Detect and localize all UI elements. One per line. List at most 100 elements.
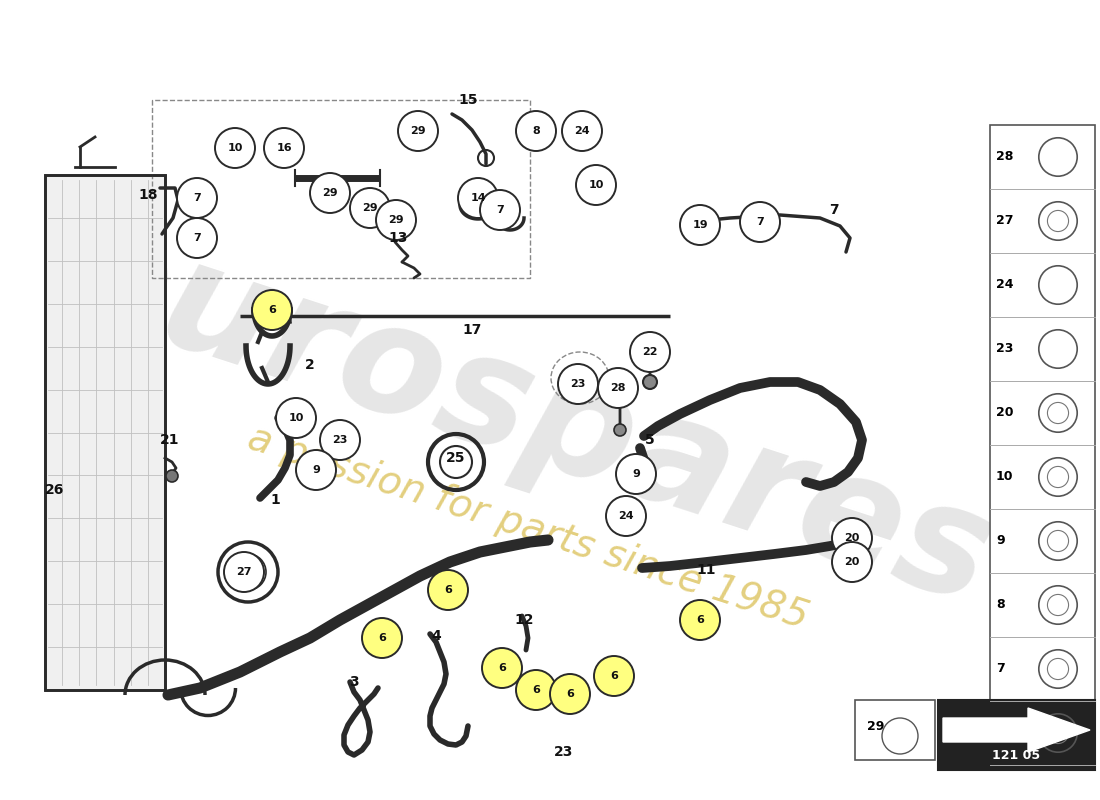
- Circle shape: [458, 178, 498, 218]
- Circle shape: [264, 128, 304, 168]
- Text: 6: 6: [996, 726, 1004, 739]
- Text: 10: 10: [588, 180, 604, 190]
- Circle shape: [598, 368, 638, 408]
- Circle shape: [482, 648, 522, 688]
- Text: 8: 8: [532, 126, 540, 136]
- Circle shape: [616, 454, 656, 494]
- Bar: [855, 700, 935, 760]
- Text: 24: 24: [996, 278, 1013, 291]
- Bar: [45, 175, 165, 690]
- Text: 28: 28: [610, 383, 626, 393]
- Text: 9: 9: [312, 465, 320, 475]
- Text: 20: 20: [845, 533, 860, 543]
- Circle shape: [362, 618, 402, 658]
- Text: 6: 6: [566, 689, 574, 699]
- Circle shape: [166, 470, 178, 482]
- Circle shape: [428, 570, 468, 610]
- Circle shape: [310, 173, 350, 213]
- Text: 29: 29: [388, 215, 404, 225]
- Circle shape: [576, 165, 616, 205]
- Bar: [938, 700, 1094, 770]
- Text: 15: 15: [459, 93, 477, 107]
- Circle shape: [644, 375, 657, 389]
- Text: 9: 9: [996, 534, 1004, 547]
- Text: 29: 29: [322, 188, 338, 198]
- Circle shape: [276, 398, 316, 438]
- Text: 6: 6: [610, 671, 618, 681]
- Bar: [45, 175, 165, 690]
- Text: 28: 28: [996, 150, 1013, 163]
- Text: 14: 14: [470, 193, 486, 203]
- Circle shape: [558, 364, 598, 404]
- Text: 6: 6: [444, 585, 452, 595]
- Circle shape: [680, 600, 720, 640]
- Text: eurospares: eurospares: [45, 196, 1011, 636]
- Text: 11: 11: [696, 563, 716, 577]
- Text: 7: 7: [194, 193, 201, 203]
- Circle shape: [832, 542, 872, 582]
- Text: 23: 23: [332, 435, 348, 445]
- Text: 121 05: 121 05: [992, 749, 1041, 762]
- Text: 10: 10: [288, 413, 304, 423]
- Text: 3: 3: [349, 675, 359, 689]
- Circle shape: [614, 424, 626, 436]
- Text: 6: 6: [378, 633, 386, 643]
- Text: 5: 5: [645, 433, 654, 447]
- Circle shape: [214, 128, 255, 168]
- Text: 26: 26: [45, 483, 65, 497]
- Circle shape: [562, 111, 602, 151]
- Text: 8: 8: [996, 598, 1004, 611]
- Text: 12: 12: [515, 613, 534, 627]
- Circle shape: [177, 218, 217, 258]
- Text: 6: 6: [268, 305, 276, 315]
- Circle shape: [550, 674, 590, 714]
- Text: 9: 9: [632, 469, 640, 479]
- Text: 20: 20: [845, 557, 860, 567]
- Circle shape: [252, 290, 292, 330]
- Circle shape: [516, 670, 556, 710]
- Text: 10: 10: [228, 143, 243, 153]
- Circle shape: [177, 178, 217, 218]
- Bar: [990, 125, 1094, 765]
- Text: 6: 6: [498, 663, 506, 673]
- Text: 23: 23: [570, 379, 585, 389]
- Text: 6: 6: [532, 685, 540, 695]
- Circle shape: [398, 111, 438, 151]
- Text: a passion for parts since 1985: a passion for parts since 1985: [243, 419, 813, 637]
- Text: 2: 2: [305, 358, 315, 372]
- Circle shape: [224, 552, 264, 592]
- Text: 16: 16: [276, 143, 292, 153]
- Text: 29: 29: [362, 203, 377, 213]
- Text: 23: 23: [554, 745, 574, 759]
- Text: 7: 7: [194, 233, 201, 243]
- Circle shape: [296, 450, 336, 490]
- Text: 29: 29: [410, 126, 426, 136]
- Circle shape: [680, 205, 720, 245]
- Circle shape: [320, 420, 360, 460]
- Text: 21: 21: [161, 433, 179, 447]
- Text: 7: 7: [996, 662, 1004, 675]
- Circle shape: [376, 200, 416, 240]
- Text: 25: 25: [447, 451, 465, 465]
- Text: 6: 6: [696, 615, 704, 625]
- Circle shape: [740, 202, 780, 242]
- Text: 1: 1: [271, 493, 279, 507]
- Text: 18: 18: [139, 188, 157, 202]
- Text: 20: 20: [996, 406, 1013, 419]
- Text: 22: 22: [642, 347, 658, 357]
- Text: 27: 27: [996, 214, 1013, 227]
- Text: 17: 17: [462, 323, 482, 337]
- Polygon shape: [943, 708, 1090, 752]
- Circle shape: [606, 496, 646, 536]
- Circle shape: [350, 188, 390, 228]
- Text: 24: 24: [574, 126, 590, 136]
- Circle shape: [832, 518, 872, 558]
- Circle shape: [480, 190, 520, 230]
- Circle shape: [516, 111, 556, 151]
- Text: 19: 19: [692, 220, 707, 230]
- Text: 7: 7: [829, 203, 839, 217]
- Text: 7: 7: [496, 205, 504, 215]
- Text: 4: 4: [431, 629, 441, 643]
- Text: 23: 23: [996, 342, 1013, 355]
- Circle shape: [630, 332, 670, 372]
